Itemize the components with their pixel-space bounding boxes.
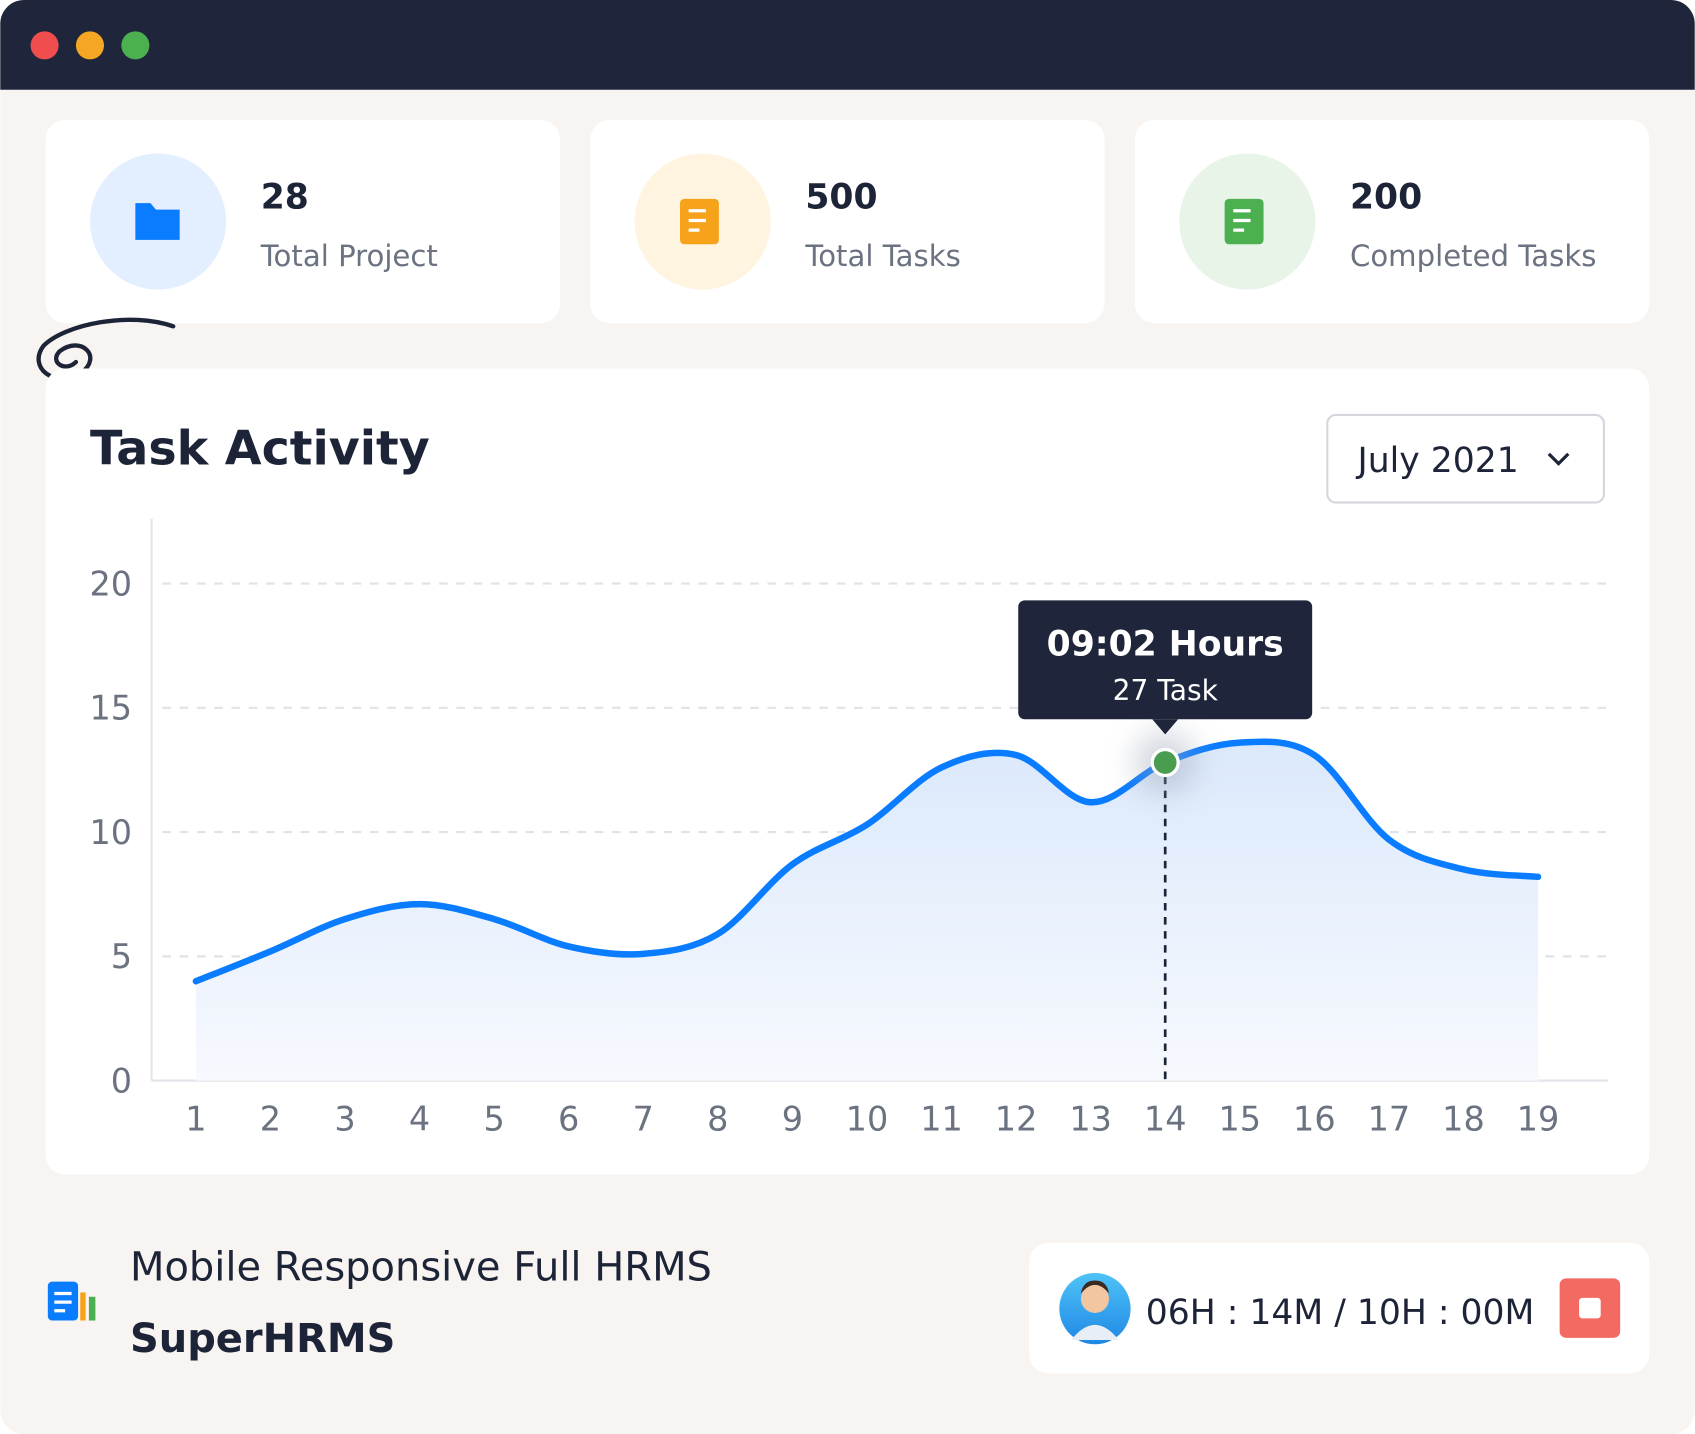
stat-card: 200 Completed Tasks [1134,119,1650,324]
stat-value: 200 [1350,178,1422,218]
data-point [1150,747,1180,778]
stat-card: 500 Total Tasks [590,119,1105,324]
dropdown-box[interactable] [1326,413,1606,504]
period-dropdown[interactable]: July 2021 [1326,413,1606,504]
y-tick-label: 15 [90,689,133,728]
tooltip-title: 09:02 Hours [1047,625,1284,665]
x-tick-label: 19 [1517,1099,1560,1138]
x-tick-label: 17 [1368,1099,1411,1138]
x-tick-label: 5 [483,1099,504,1138]
x-tick-label: 11 [920,1099,963,1138]
x-tick-label: 9 [782,1099,803,1138]
y-tick-label: 0 [111,1062,132,1101]
timer-card [1029,1242,1650,1374]
y-tick-label: 20 [90,564,133,603]
stat-label: Total Project [260,239,438,273]
doc-lines [688,209,706,232]
line [192,738,1542,985]
x-tick-label: 14 [1144,1099,1187,1138]
minimize-button[interactable] [75,31,105,60]
chevron[interactable] [1547,452,1570,466]
dropdown-label[interactable]: July 2021 [1356,441,1519,481]
y-tick-label: 5 [111,937,132,976]
stat-card: 28 Total Project [45,119,561,324]
x-tick-label: 10 [846,1099,889,1138]
x-tick-label: 16 [1293,1099,1336,1138]
maximize-button[interactable] [121,31,150,60]
product-name: SuperHRMS [130,1316,395,1362]
x-tick-label: 2 [260,1099,281,1138]
x-tick-label: 18 [1442,1099,1485,1138]
doc-lines [1233,209,1251,232]
x-tick-label: 7 [633,1099,654,1138]
stat-value: 28 [261,178,309,218]
stat-value: 500 [805,178,877,218]
tooltip-pointer [1152,719,1179,735]
close-button[interactable] [30,31,59,60]
x-tick-label: 15 [1218,1099,1261,1138]
x-tick-label: 8 [707,1099,728,1138]
avatar [1059,1272,1131,1345]
x-tick-label: 6 [558,1099,579,1138]
x-tick-label: 3 [334,1099,355,1138]
x-tick-label: 12 [995,1099,1038,1138]
folder-icon [135,203,180,240]
brand-logo [47,1281,96,1321]
chart-title: Task Activity [90,422,430,477]
x-tick-label: 1 [185,1099,206,1138]
x-tick-label: 4 [409,1099,430,1138]
title-bar [0,0,1695,90]
tooltip-subtitle: 27 Task [1113,674,1219,707]
footer-subtitle: Mobile Responsive Full HRMS [130,1245,712,1291]
x-tick-label: 13 [1069,1099,1112,1138]
stat-label: Completed Tasks [1350,239,1596,273]
area [195,741,1539,1081]
tooltip-box [1018,600,1313,720]
stop-icon[interactable] [1579,1297,1601,1319]
timer-text: 06H : 14M / 10H : 00M [1146,1293,1535,1333]
y-tick-label: 10 [90,813,133,852]
stat-label: Total Tasks [804,239,960,273]
